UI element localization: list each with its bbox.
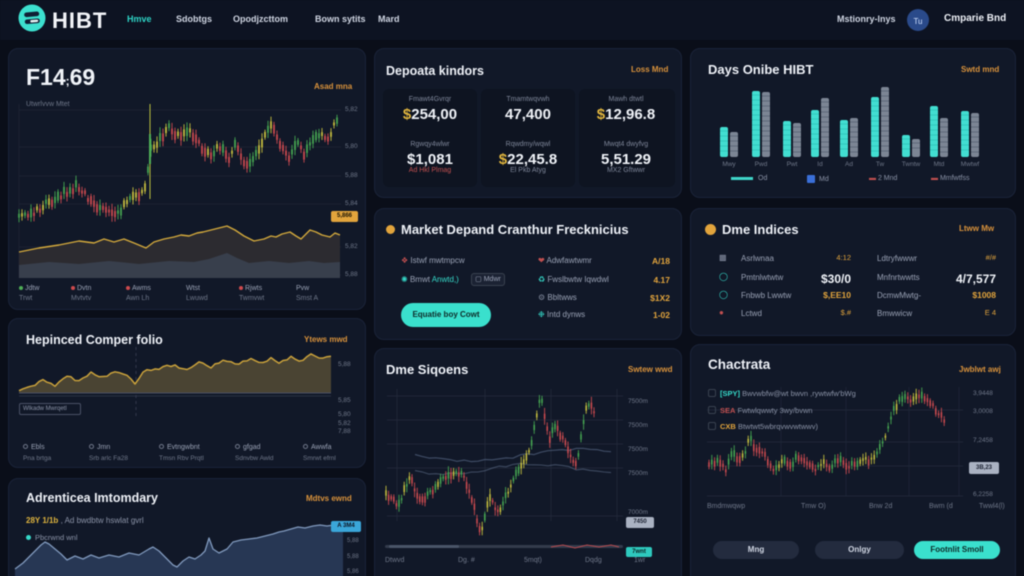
svg-text:Tu: Tu	[913, 17, 922, 26]
